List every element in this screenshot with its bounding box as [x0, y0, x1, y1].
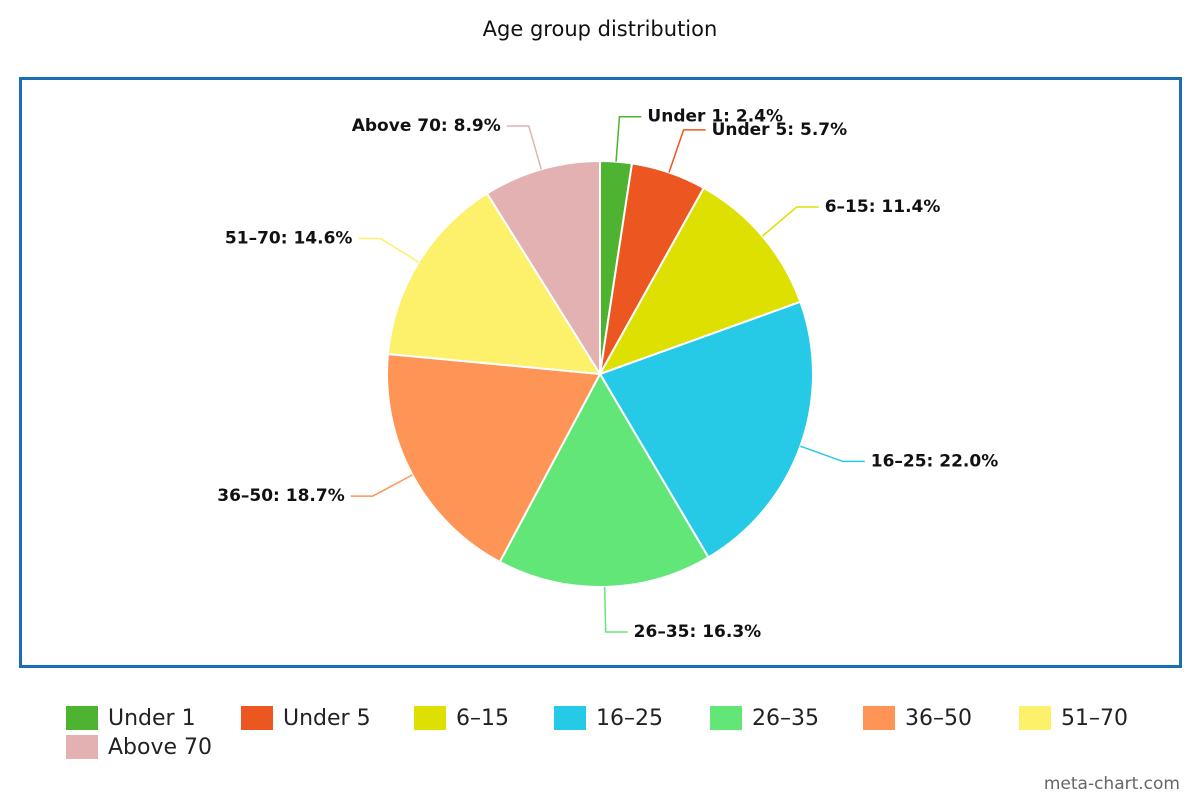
legend-swatch [66, 706, 98, 730]
legend-swatch [414, 706, 446, 730]
data-label: 36–50: 18.7% [217, 486, 345, 506]
credit: meta-chart.com [1044, 774, 1180, 794]
legend-label: 6–15 [456, 706, 509, 731]
legend-swatch [66, 735, 98, 759]
legend-label: 26–35 [752, 706, 819, 731]
pie-slice [598, 300, 814, 559]
legend-swatch [710, 706, 742, 730]
chart-title: Age group distribution [483, 17, 718, 41]
data-label: 16–25: 22.0% [871, 451, 999, 471]
leader-line [350, 474, 413, 497]
leader-line [506, 125, 542, 170]
pie-slice [386, 352, 602, 564]
pie-slice [386, 192, 602, 376]
plot-frame [19, 77, 1182, 668]
leader-line [800, 445, 865, 463]
pie-slice [597, 186, 802, 376]
data-label: Under 5: 5.7% [712, 120, 848, 140]
data-label: 26–35: 16.3% [634, 622, 762, 642]
leader-line [603, 586, 628, 633]
legend-swatch [554, 706, 586, 730]
leader-line [761, 206, 819, 237]
data-label: 6–15: 11.4% [825, 197, 941, 217]
legend-label: Above 70 [108, 735, 212, 760]
legend-label: Under 5 [283, 706, 371, 731]
legend-swatch [863, 706, 895, 730]
leader-line [668, 129, 706, 173]
pie-slice [485, 159, 601, 378]
legend-label: 51–70 [1061, 706, 1128, 731]
leader-line [358, 237, 420, 263]
legend-swatch [1019, 706, 1051, 730]
data-label: 51–70: 14.6% [225, 229, 353, 249]
legend-label: Under 1 [108, 706, 196, 731]
data-label: Under 1: 2.4% [647, 107, 783, 127]
legend-label: 16–25 [596, 706, 663, 731]
legend-swatch [241, 706, 273, 730]
data-label: Above 70: 8.9% [352, 116, 501, 136]
legend-label: 36–50 [905, 706, 972, 731]
leader-line [615, 115, 642, 162]
